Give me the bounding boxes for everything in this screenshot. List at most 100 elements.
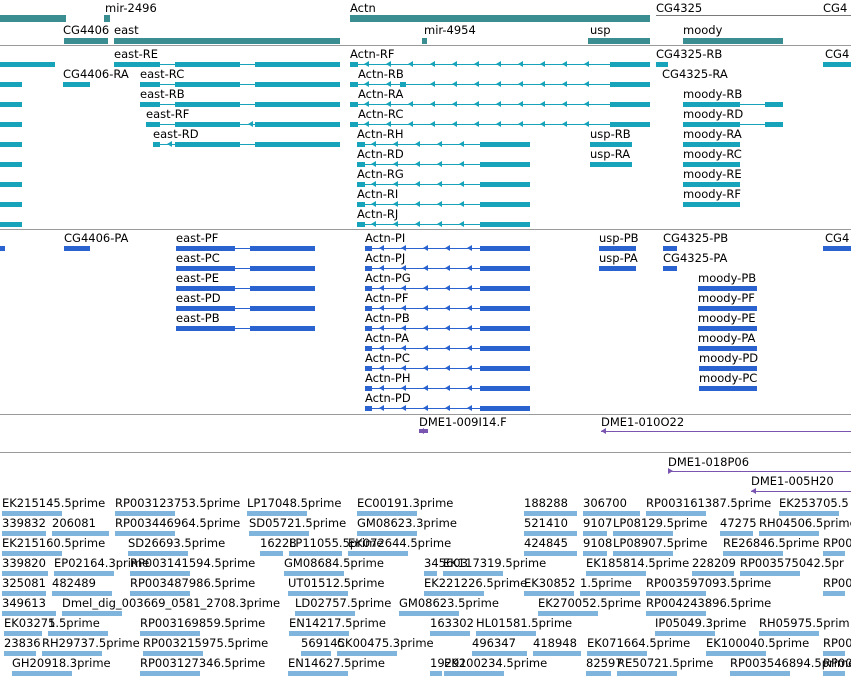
est-feature[interactable] [617, 671, 677, 676]
est-label[interactable]: GM08623.3prime [357, 516, 457, 530]
gene-feature[interactable] [0, 15, 66, 22]
gene-label-actn[interactable]: Actn [350, 1, 376, 15]
tx-left[interactable] [0, 82, 22, 87]
est-label[interactable]: CK00475.3prime [337, 636, 434, 650]
est-label[interactable]: EK03275 [4, 616, 56, 630]
gene-feature[interactable] [104, 15, 110, 22]
px-cg4-edge[interactable] [823, 246, 851, 251]
est-feature[interactable] [2, 551, 62, 556]
est-label[interactable]: UT01512.5prime [288, 576, 385, 590]
est-label[interactable]: LP08907.5prime [613, 536, 708, 550]
tx-actn-rb-exon[interactable] [350, 82, 358, 87]
est-feature[interactable] [538, 611, 598, 616]
tx-moody-rd-exon[interactable] [683, 122, 740, 127]
transcript-label-east-rd[interactable]: east-RD [153, 127, 199, 141]
est-label[interactable]: RH04506.5prime [759, 516, 851, 530]
tx-moody-rc-exon[interactable] [683, 162, 740, 167]
tx-east-rf-exon[interactable] [175, 122, 240, 127]
tx-actn-rg-exon[interactable] [357, 182, 365, 187]
est-label[interactable]: 1.5prime [580, 576, 632, 590]
tx-actn-ri-exon[interactable] [480, 202, 530, 207]
est-feature[interactable] [2, 611, 56, 616]
px-east-pd-exon[interactable] [176, 306, 235, 311]
protein-label-actn-pd[interactable]: Actn-PD [365, 391, 411, 405]
px-left[interactable] [0, 246, 5, 251]
est-label[interactable]: RP003597093.5prime [646, 576, 772, 590]
px-actn-pg-exon[interactable] [365, 286, 372, 291]
est-label[interactable]: 23836 [4, 636, 41, 650]
est-feature[interactable] [730, 671, 790, 676]
protein-label-moody-pa[interactable]: moody-PA [698, 331, 756, 345]
est-label[interactable]: EN14627.5prime [288, 656, 385, 670]
px-actn-pd-exon[interactable] [365, 406, 372, 411]
protein-label-actn-pc[interactable]: Actn-PC [365, 351, 410, 365]
transcript-label-actn-rc[interactable]: Actn-RC [358, 107, 404, 121]
transcript-label-cg4325-rb[interactable]: CG4325-RB [656, 47, 723, 61]
est-feature[interactable] [586, 671, 611, 676]
tx-east-re-exon[interactable] [255, 62, 340, 67]
gene-label-cg4406[interactable]: CG4406 [63, 23, 110, 37]
tx-left[interactable] [0, 162, 22, 167]
transcript-label-cg4325-ra[interactable]: CG4325-RA [662, 67, 728, 81]
est-feature[interactable] [2, 531, 46, 536]
est-label[interactable]: LP08129.5prime [613, 516, 708, 530]
tx-east-re-exon[interactable] [114, 62, 160, 67]
px-east-pb-exon[interactable] [176, 326, 235, 331]
px-moody-pb-exon[interactable] [698, 286, 757, 291]
est-feature[interactable] [289, 551, 342, 556]
transcript-label-moody-rb[interactable]: moody-RB [683, 87, 743, 101]
est-feature[interactable] [759, 531, 819, 536]
est-label[interactable]: RP004243896.5prime [646, 596, 772, 610]
tx-east-rd-exon[interactable] [153, 142, 160, 147]
est-feature[interactable] [289, 631, 349, 636]
protein-label-actn-pi[interactable]: Actn-PI [365, 231, 406, 245]
tx-cg4-edge[interactable] [823, 62, 851, 67]
est-label[interactable]: EP02164.3prime [54, 556, 150, 570]
est-label[interactable]: 482489 [52, 576, 96, 590]
est-feature[interactable] [692, 571, 734, 576]
tx-left[interactable] [0, 222, 22, 227]
est-feature[interactable] [140, 671, 200, 676]
px-actn-pf-exon[interactable] [365, 306, 372, 311]
protein-label-actn-ph[interactable]: Actn-PH [365, 371, 411, 385]
tx-east-rb-exon[interactable] [140, 102, 160, 107]
tx-moody-ra-exon[interactable] [683, 142, 740, 147]
protein-label-cg4325-pa[interactable]: CG4325-PA [663, 251, 728, 265]
gene-feature-actn[interactable] [350, 15, 650, 22]
protein-label-east-pf[interactable]: east-PF [176, 231, 219, 245]
est-label[interactable]: 1.5prime [48, 616, 100, 630]
est-feature[interactable] [430, 671, 442, 676]
tx-actn-rh-exon[interactable] [480, 142, 530, 147]
tx-actn-rj-exon[interactable] [480, 222, 530, 227]
est-feature[interactable] [613, 531, 673, 536]
tx-left[interactable] [0, 182, 22, 187]
est-label[interactable]: HL01581.5prime [476, 616, 573, 630]
gene-label-cg4-edge[interactable]: CG4 [823, 1, 848, 15]
est-feature[interactable] [288, 671, 348, 676]
px-actn-pg-exon[interactable] [480, 286, 530, 291]
est-label[interactable]: 228209 [692, 556, 736, 570]
tx-actn-ri-exon[interactable] [357, 202, 365, 207]
est-feature[interactable] [444, 671, 504, 676]
protein-label-cg4-edge[interactable]: CG4 [825, 231, 850, 245]
tx-actn-rf-exon[interactable] [350, 62, 358, 67]
transcript-label-actn-rh[interactable]: Actn-RH [357, 127, 404, 141]
tx-east-re-exon[interactable] [175, 62, 240, 67]
est-label[interactable]: EC00191.3prime [357, 496, 454, 510]
est-feature[interactable] [48, 631, 108, 636]
tx-actn-rj-exon[interactable] [357, 222, 365, 227]
tx-actn-rg-exon[interactable] [480, 182, 530, 187]
est-label[interactable]: 569145 [301, 636, 345, 650]
tx-actn-rd-exon[interactable] [357, 162, 365, 167]
protein-label-cg4406-pa[interactable]: CG4406-PA [64, 231, 129, 245]
est-label[interactable]: LD02757.5prime [295, 596, 392, 610]
est-feature[interactable] [823, 671, 845, 676]
est-label[interactable]: RP003446964.5prime [115, 516, 241, 530]
protein-label-actn-pf[interactable]: Actn-PF [365, 291, 409, 305]
est-label[interactable]: RP003127346.5prime [140, 656, 266, 670]
gene-feature-moody[interactable] [683, 38, 783, 44]
est-label[interactable]: RP003215975.5prime [143, 636, 269, 650]
transcript-label-moody-ra[interactable]: moody-RA [683, 127, 742, 141]
est-feature[interactable] [583, 531, 607, 536]
